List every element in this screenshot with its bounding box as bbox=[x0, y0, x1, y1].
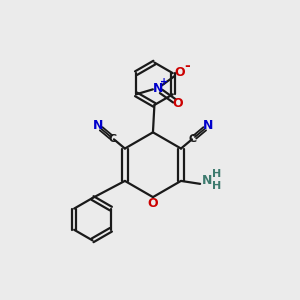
Text: +: + bbox=[160, 77, 168, 87]
Text: N: N bbox=[202, 174, 213, 187]
Text: O: O bbox=[172, 97, 183, 110]
Text: C: C bbox=[109, 134, 117, 144]
Text: O: O bbox=[174, 66, 185, 79]
Text: N: N bbox=[153, 82, 163, 95]
Text: -: - bbox=[184, 59, 190, 74]
Text: C: C bbox=[189, 134, 197, 144]
Text: O: O bbox=[148, 197, 158, 210]
Text: N: N bbox=[203, 119, 214, 132]
Text: N: N bbox=[92, 119, 103, 132]
Text: H: H bbox=[212, 181, 221, 191]
Text: H: H bbox=[212, 169, 221, 179]
